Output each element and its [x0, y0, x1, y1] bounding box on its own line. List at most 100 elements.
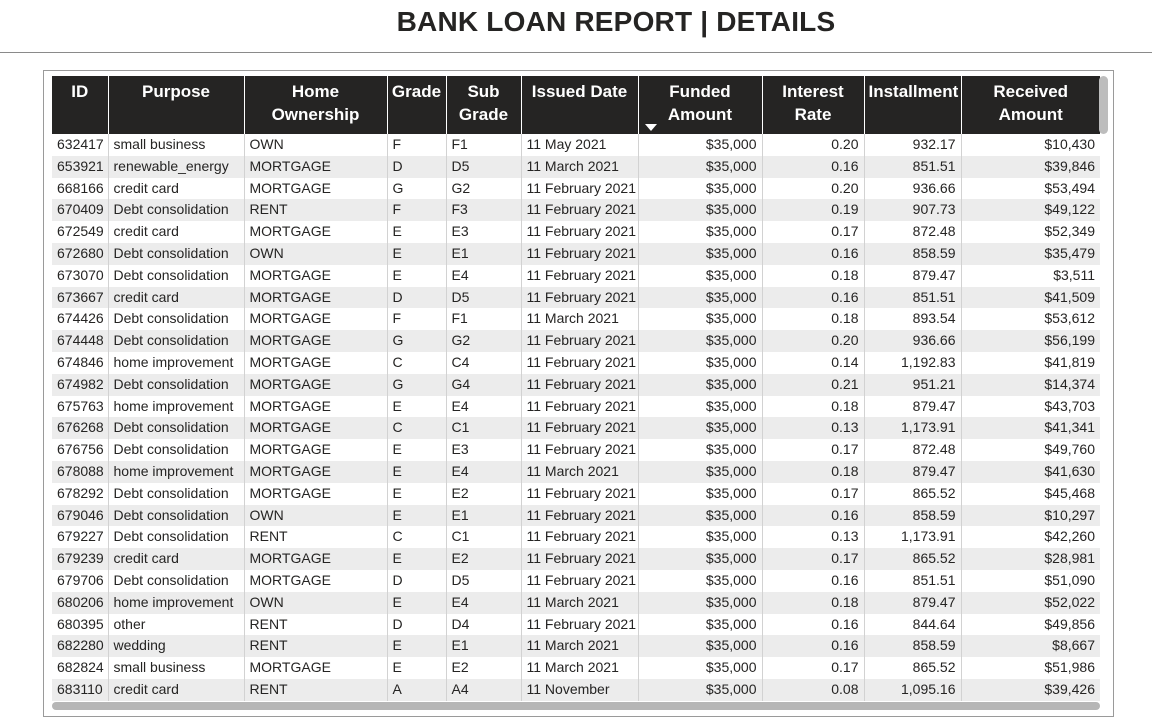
table-cell: 673070 — [52, 264, 109, 287]
table-body: 632417 small business OWN F F1 11 May 2021 $35… — [52, 134, 1100, 701]
table-cell: E — [387, 635, 447, 658]
column-header[interactable]: Sub Grade — [446, 76, 522, 134]
table-cell: $41,630 — [961, 460, 1100, 483]
table-cell: Debt consolidation — [108, 199, 245, 222]
table-cell: 11 March 2021 — [521, 155, 639, 178]
table-cell: $35,000 — [638, 155, 763, 178]
title-divider — [0, 52, 1152, 53]
column-header[interactable]: Interest Rate — [762, 76, 865, 134]
table-cell: D5 — [446, 569, 522, 592]
table-row[interactable]: 676268 Debt consolidation MORTGAGE C C1 11 Fe… — [52, 417, 1100, 440]
table-row[interactable]: 674846 home improvement MORTGAGE C C4 11 Febr… — [52, 351, 1100, 374]
table-row[interactable]: 682280 wedding RENT E E1 11 March 2021 $35,000… — [52, 635, 1100, 658]
table-cell: E4 — [446, 395, 522, 418]
table-cell: 0.18 — [762, 460, 865, 483]
table-cell: 932.17 — [864, 134, 962, 156]
table-row[interactable]: 672549 credit card MORTGAGE E E3 11 February … — [52, 221, 1100, 243]
table-row[interactable]: 670409 Debt consolidation RENT F F3 11 Februa… — [52, 199, 1100, 222]
loan-details-table-visual: ID Purpose Home Ownership Grade Sub Grade Issu… — [43, 70, 1114, 717]
column-header-label: Amount — [667, 105, 733, 124]
table-cell: E — [387, 221, 447, 243]
table-row[interactable]: 680206 home improvement OWN E E4 11 March 202… — [52, 591, 1100, 614]
table-cell: 674846 — [52, 351, 109, 374]
table-cell: 936.66 — [864, 177, 962, 200]
column-header-label: Received — [993, 82, 1069, 101]
table-cell: E — [387, 591, 447, 614]
table-row[interactable]: 674982 Debt consolidation MORTGAGE G G4 11 Fe… — [52, 373, 1100, 396]
column-header[interactable]: Funded Amount — [638, 76, 763, 134]
table-cell: $35,000 — [638, 242, 763, 265]
table-cell: G — [387, 330, 447, 352]
table-cell: 865.52 — [864, 657, 962, 679]
table-cell: 670409 — [52, 199, 109, 222]
column-header-label: Amount — [998, 105, 1063, 124]
table-cell: 11 March 2021 — [521, 591, 639, 614]
table-row[interactable]: 675763 home improvement MORTGAGE E E4 11 Febr… — [52, 395, 1100, 418]
table-row[interactable]: 679227 Debt consolidation RENT C C1 11 Februa… — [52, 526, 1100, 549]
column-header[interactable]: Received Amount — [961, 76, 1100, 134]
table-cell: D5 — [446, 286, 522, 309]
table-cell: MORTGAGE — [244, 657, 388, 679]
table-cell: E1 — [446, 635, 522, 658]
table-row[interactable]: 680395 other RENT D D4 11 February 2021 $35,00… — [52, 613, 1100, 636]
table-cell: 0.17 — [762, 482, 865, 505]
table-row[interactable]: 653921 renewable_energy MORTGAGE D D5 11 Marc… — [52, 155, 1100, 178]
table-row[interactable]: 679046 Debt consolidation OWN E E1 11 Februar… — [52, 504, 1100, 527]
table-cell: 682824 — [52, 657, 109, 679]
table-cell: MORTGAGE — [244, 373, 388, 396]
table-row[interactable]: 676756 Debt consolidation MORTGAGE E E3 11 Fe… — [52, 439, 1100, 461]
table-cell: $43,703 — [961, 395, 1100, 418]
table-cell: $35,000 — [638, 613, 763, 636]
vertical-scrollbar[interactable] — [1099, 76, 1108, 134]
horizontal-scrollbar[interactable] — [52, 702, 1100, 710]
column-header[interactable]: Home Ownership — [244, 76, 388, 134]
column-header-label: Issued Date — [531, 82, 628, 101]
table-cell: $8,667 — [961, 635, 1100, 658]
table-row[interactable]: 673667 credit card MORTGAGE D D5 11 February … — [52, 286, 1100, 309]
table-cell: $10,430 — [961, 134, 1100, 156]
table-cell: $35,479 — [961, 242, 1100, 265]
table-cell: MORTGAGE — [244, 177, 388, 200]
column-header[interactable]: Installment — [864, 76, 962, 134]
table-cell: $35,000 — [638, 221, 763, 243]
table-cell: F1 — [446, 308, 522, 331]
table-row[interactable]: 678088 home improvement MORTGAGE E E4 11 Marc… — [52, 460, 1100, 483]
table-cell: 872.48 — [864, 439, 962, 461]
table-cell: 11 February 2021 — [521, 221, 639, 243]
table-cell: $35,000 — [638, 286, 763, 309]
table-cell: 674448 — [52, 330, 109, 352]
table-cell: 11 February 2021 — [521, 330, 639, 352]
table-row[interactable]: 632417 small business OWN F F1 11 May 2021 $35… — [52, 134, 1100, 156]
table-cell: 679227 — [52, 526, 109, 549]
table-cell: 11 February 2021 — [521, 286, 639, 309]
table-row[interactable]: 673070 Debt consolidation MORTGAGE E E4 11 Fe… — [52, 264, 1100, 287]
table-cell: G4 — [446, 373, 522, 396]
table-cell: 0.16 — [762, 155, 865, 178]
table-cell: C1 — [446, 526, 522, 549]
table-cell: E2 — [446, 548, 522, 570]
table-cell: 11 March 2021 — [521, 308, 639, 331]
table-cell: 879.47 — [864, 460, 962, 483]
table-cell: 676268 — [52, 417, 109, 440]
table-row[interactable]: 672680 Debt consolidation OWN E E1 11 Februar… — [52, 242, 1100, 265]
table-cell: 672680 — [52, 242, 109, 265]
column-header[interactable]: Grade — [387, 76, 447, 134]
table-cell: E4 — [446, 591, 522, 614]
table-row[interactable]: 674426 Debt consolidation MORTGAGE F F1 11 Ma… — [52, 308, 1100, 331]
table-cell: 632417 — [52, 134, 109, 156]
column-header[interactable]: Issued Date — [521, 76, 639, 134]
table-cell: E2 — [446, 482, 522, 505]
column-header[interactable]: Purpose — [108, 76, 245, 134]
table-row[interactable]: 679706 Debt consolidation MORTGAGE D D5 11 Fe… — [52, 569, 1100, 592]
column-header[interactable]: ID — [52, 76, 109, 134]
table-cell: 11 February 2021 — [521, 482, 639, 505]
table-row[interactable]: 682824 small business MORTGAGE E E2 11 March … — [52, 657, 1100, 679]
table-cell: 673667 — [52, 286, 109, 309]
table-row[interactable]: 683110 credit card RENT A A4 11 November $35,0… — [52, 678, 1100, 701]
table-row[interactable]: 668166 credit card MORTGAGE G G2 11 February … — [52, 177, 1100, 200]
table-cell: Debt consolidation — [108, 242, 245, 265]
table-cell: G — [387, 177, 447, 200]
table-row[interactable]: 679239 credit card MORTGAGE E E2 11 February … — [52, 548, 1100, 570]
table-row[interactable]: 678292 Debt consolidation MORTGAGE E E2 11 Fe… — [52, 482, 1100, 505]
table-row[interactable]: 674448 Debt consolidation MORTGAGE G G2 11 Fe… — [52, 330, 1100, 352]
